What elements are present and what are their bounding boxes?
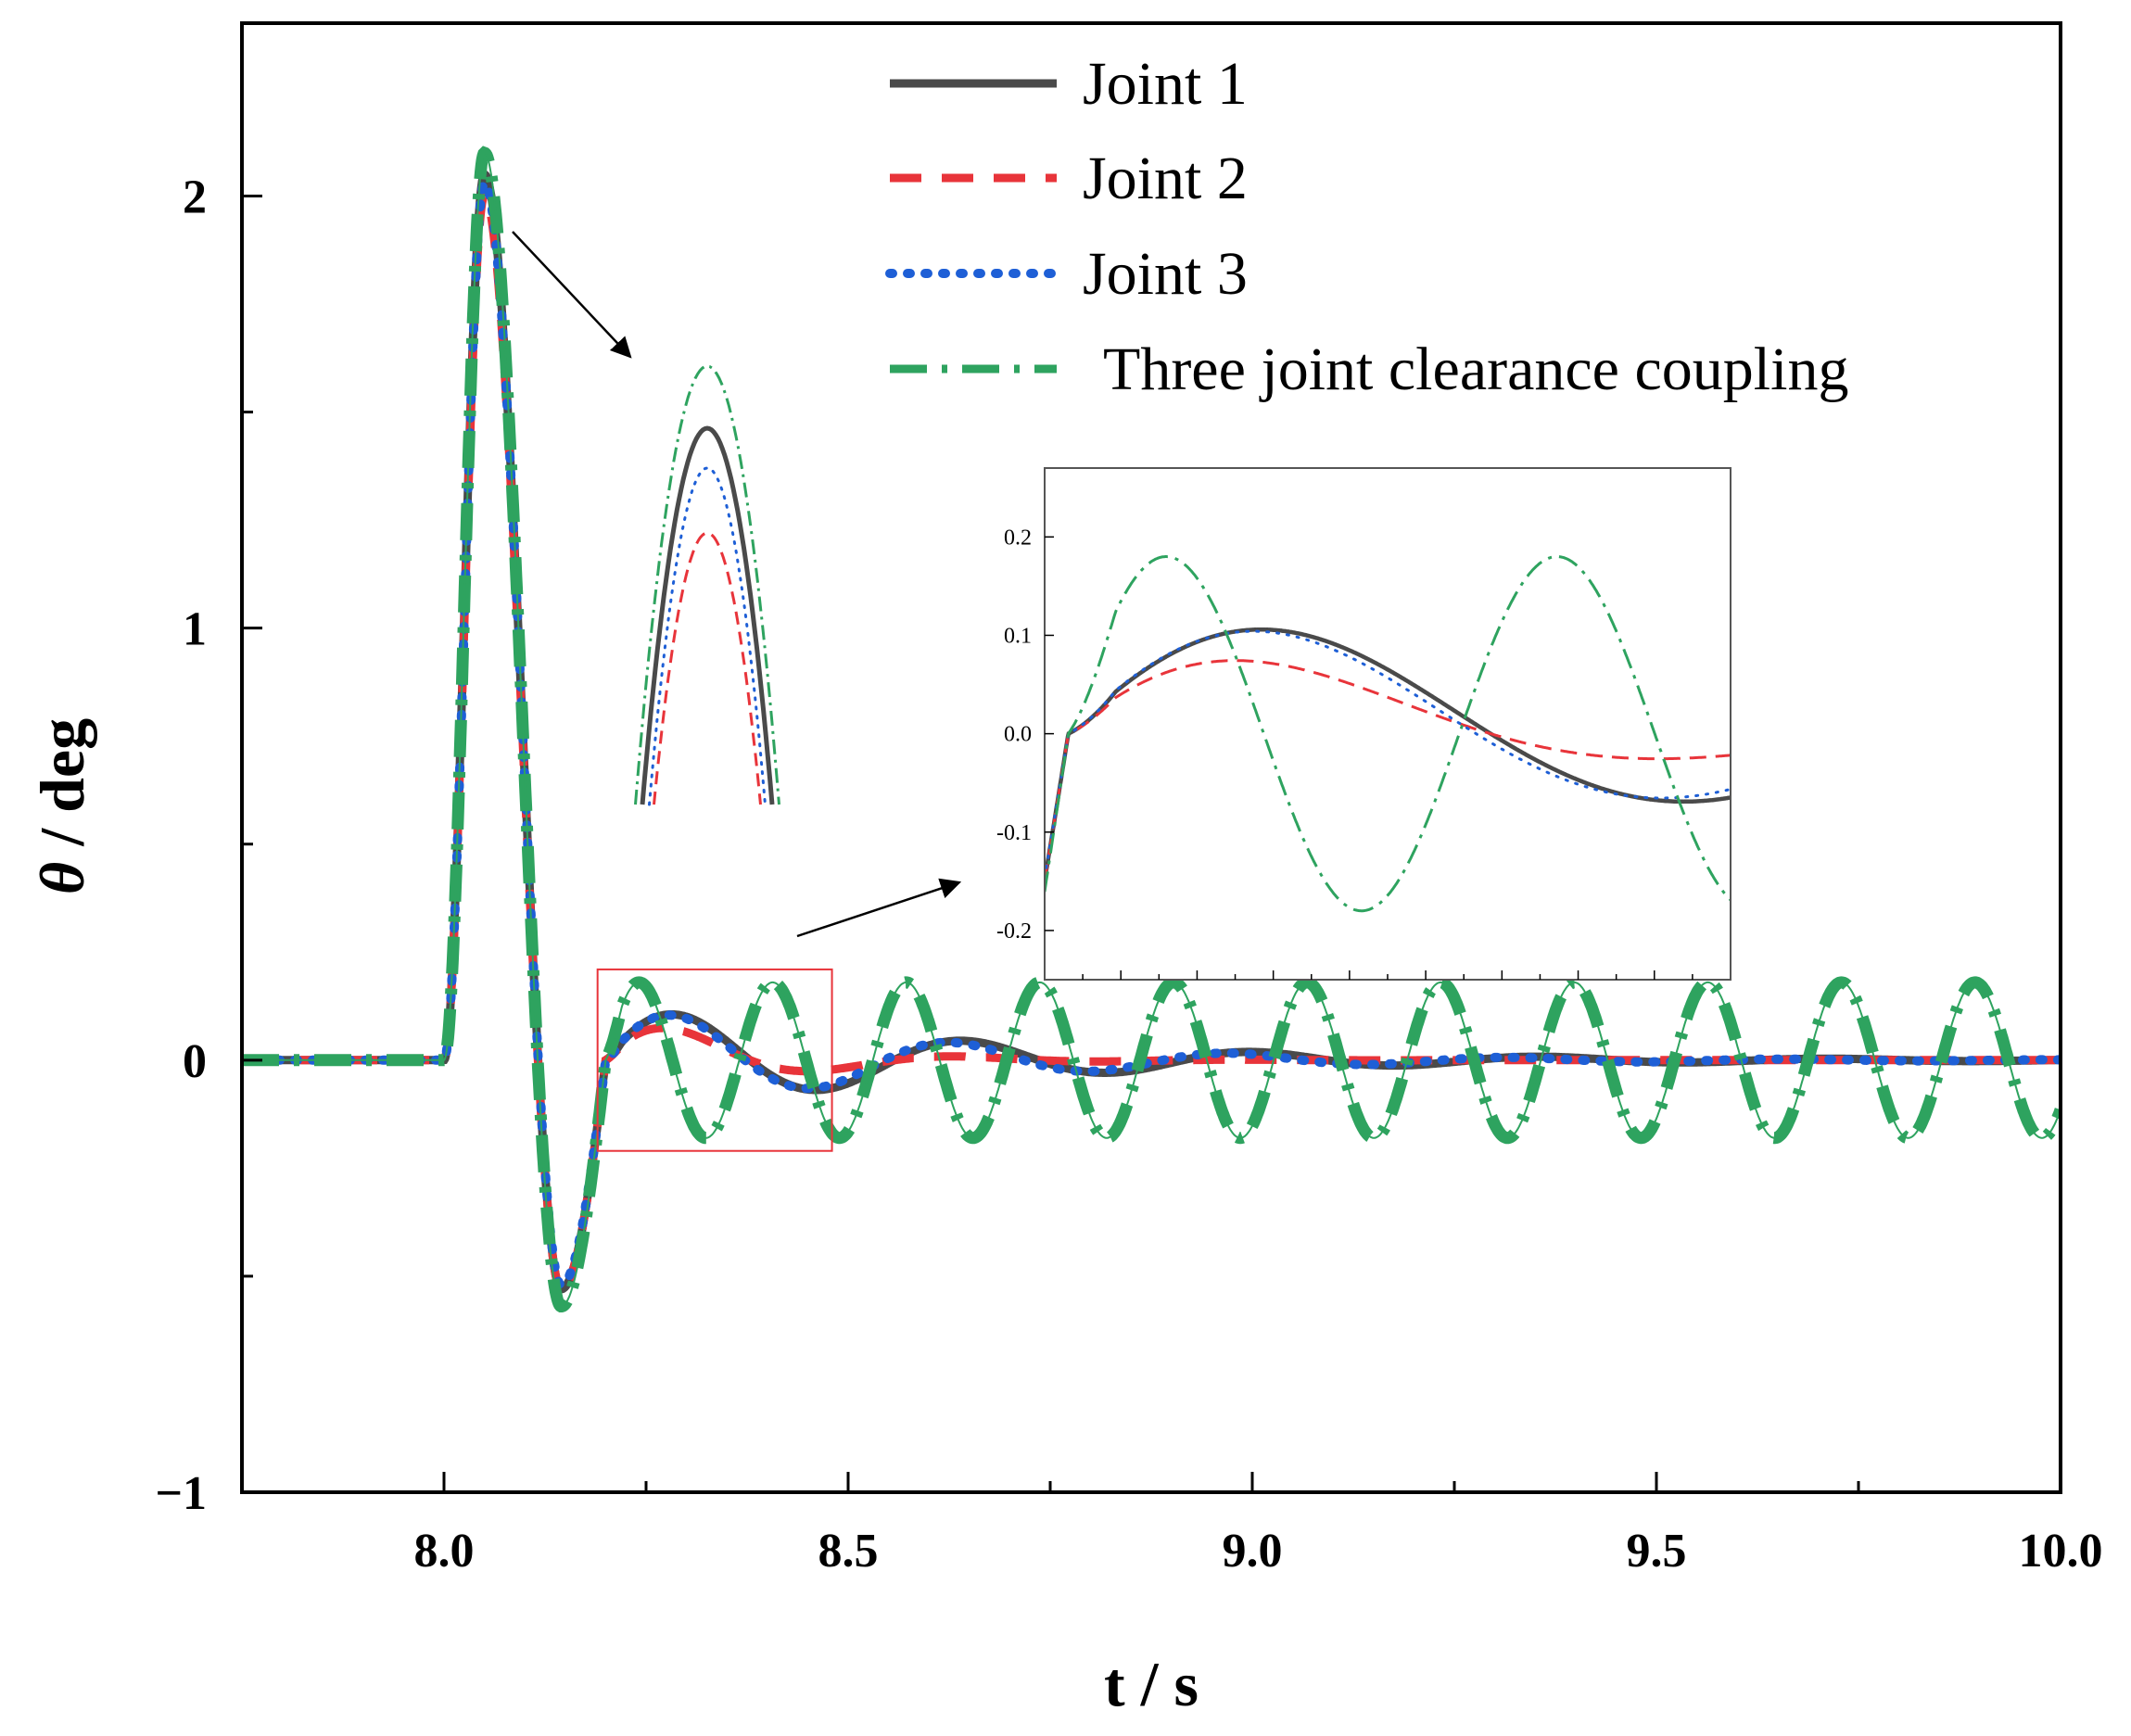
peak-zoom-arrow bbox=[512, 231, 632, 359]
legend-label-2: Joint 2 bbox=[1083, 145, 1248, 212]
peak-zoom-curve-1 bbox=[640, 425, 775, 805]
inset-series-line-2 bbox=[1045, 659, 1731, 881]
legend: Joint 1 Joint 2 Joint 3 Three joint clearan… bbox=[885, 50, 1848, 403]
x-axis-title: t / s bbox=[1104, 1649, 1199, 1719]
x-axis-ticks: 8.0 8.5 9.0 9.5 10.0 bbox=[414, 1472, 2103, 1578]
zoom-region-box bbox=[596, 968, 833, 1152]
y-tick-label: 2 bbox=[183, 171, 207, 223]
inset-y-tick-label: 0.0 bbox=[1004, 723, 1032, 747]
x-tick-label: 9.0 bbox=[1223, 1525, 1283, 1578]
peak-zoom-curve-3 bbox=[648, 466, 767, 806]
x-tick-label: 10.0 bbox=[2019, 1525, 2103, 1578]
plot-frame bbox=[240, 21, 2062, 1494]
y-axis-ticks: −1 0 1 2 bbox=[155, 171, 262, 1520]
series-line-3 bbox=[242, 177, 2061, 1290]
x-tick-label: 9.5 bbox=[1627, 1525, 1687, 1578]
x-tick-label: 8.0 bbox=[414, 1525, 475, 1578]
peak-zoom-inset bbox=[634, 364, 780, 806]
inset-arrow bbox=[796, 878, 962, 938]
y-axis-title: θ / deg bbox=[27, 718, 97, 894]
inset-series-line-4 bbox=[1045, 555, 1731, 913]
inset-background bbox=[1045, 468, 1731, 980]
y-axis-symbol: θ bbox=[27, 862, 97, 894]
y-tick-label: 0 bbox=[183, 1035, 207, 1088]
inset-plot-series bbox=[1045, 555, 1731, 913]
inset-y-tick-label: 0.1 bbox=[1004, 624, 1032, 648]
series-line-4-thin bbox=[242, 151, 2061, 1308]
main-plot-series bbox=[242, 146, 2061, 1312]
inset-y-tick-label: -0.1 bbox=[996, 821, 1032, 845]
inset-y-tick-label: -0.2 bbox=[996, 919, 1032, 944]
peak-zoom-curve-2 bbox=[653, 531, 762, 805]
y-tick-label: −1 bbox=[155, 1467, 207, 1520]
inset-series-line-3 bbox=[1045, 629, 1731, 880]
y-tick-label: 1 bbox=[183, 603, 207, 656]
x-tick-label: 8.5 bbox=[818, 1525, 879, 1578]
y-axis-unit: / deg bbox=[27, 718, 97, 862]
inset-y-tick-label: 0.2 bbox=[1004, 526, 1032, 550]
inset-axis-ticks: -0.2 -0.1 0.0 0.1 0.2 bbox=[996, 526, 1693, 980]
legend-label-4: Three joint clearance coupling bbox=[1103, 336, 1848, 403]
legend-label-3: Joint 3 bbox=[1083, 240, 1248, 308]
legend-label-1: Joint 1 bbox=[1083, 50, 1248, 118]
svg-text:θ / deg: θ / deg bbox=[27, 718, 97, 894]
peak-zoom-curve-4 bbox=[634, 364, 780, 805]
